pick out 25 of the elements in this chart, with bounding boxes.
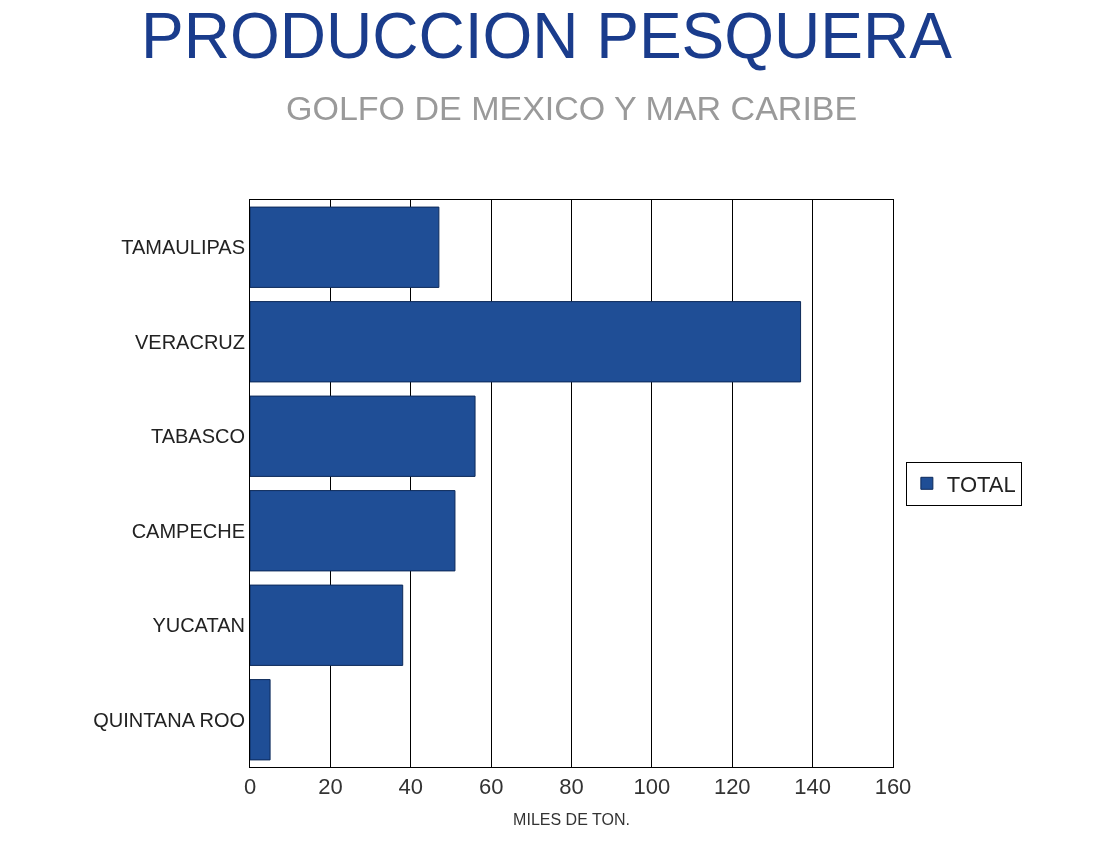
x-tick-label: 40 bbox=[398, 774, 423, 800]
y-tick-label: QUINTANA ROO bbox=[93, 708, 245, 731]
x-tick-label: 80 bbox=[559, 774, 584, 800]
chart-subtitle: GOLFO DE MEXICO Y MAR CARIBE bbox=[286, 89, 858, 127]
bar bbox=[250, 490, 456, 572]
bar bbox=[250, 679, 271, 761]
x-tick-label: 0 bbox=[243, 774, 257, 800]
x-tick-label: 60 bbox=[478, 774, 504, 800]
y-tick-label: CAMPECHE bbox=[131, 519, 245, 542]
x-axis-title: MILES DE TON. bbox=[513, 811, 630, 828]
x-tick-label: 120 bbox=[713, 774, 751, 800]
legend-label: TOTAL bbox=[946, 471, 1016, 497]
y-tick-label: YUCATAN bbox=[152, 614, 245, 637]
chart-title: PRODUCCION PESQUERA bbox=[141, 0, 953, 72]
x-tick-label: 20 bbox=[318, 774, 343, 800]
y-tick-label: TAMAULIPAS bbox=[121, 236, 245, 259]
bar bbox=[250, 301, 802, 383]
x-tick-label: 100 bbox=[633, 774, 671, 800]
y-tick-label: VERACRUZ bbox=[134, 330, 245, 353]
x-tick-label: 140 bbox=[794, 774, 831, 800]
x-tick-label: 160 bbox=[874, 774, 912, 800]
y-tick-label: TABASCO bbox=[150, 425, 245, 448]
bar bbox=[250, 206, 440, 288]
bar bbox=[250, 584, 404, 666]
bar bbox=[250, 395, 476, 477]
